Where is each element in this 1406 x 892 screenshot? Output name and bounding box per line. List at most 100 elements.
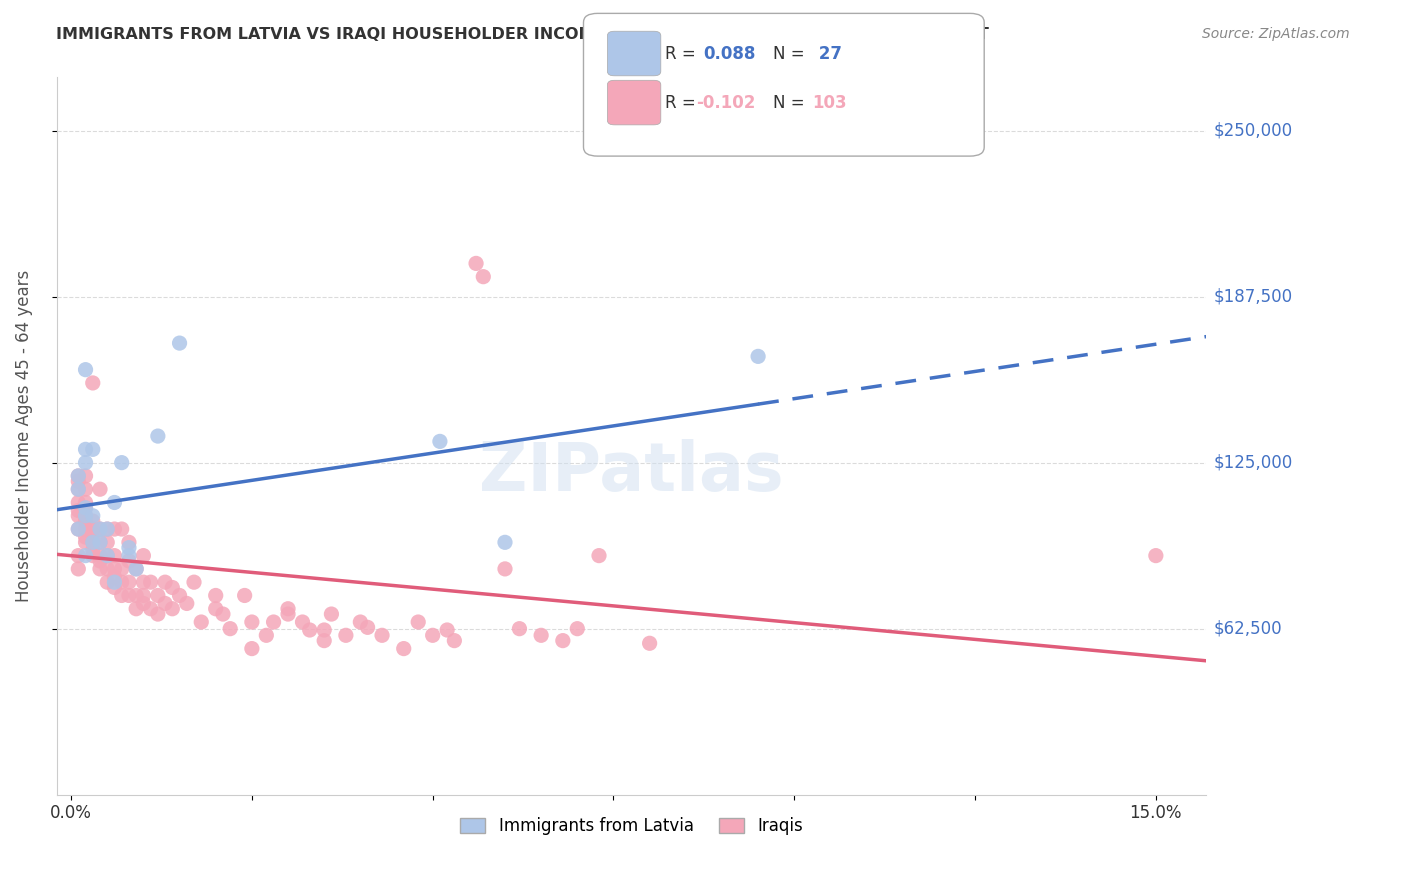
Point	[89, 482, 111, 496]
Point	[75, 522, 97, 536]
Point	[103, 581, 125, 595]
Point	[67, 562, 90, 576]
Point	[125, 562, 148, 576]
Point	[118, 589, 141, 603]
Point	[75, 362, 97, 376]
Point	[82, 543, 104, 558]
Point	[356, 620, 378, 634]
Point	[82, 514, 104, 528]
Point	[96, 575, 118, 590]
Point	[146, 429, 169, 443]
Point	[111, 562, 134, 576]
Point	[118, 549, 141, 563]
Point	[67, 508, 90, 523]
Point	[747, 350, 769, 364]
Point	[429, 434, 451, 449]
Point	[111, 589, 134, 603]
Point	[82, 535, 104, 549]
Text: $125,000: $125,000	[1213, 454, 1294, 472]
Point	[277, 607, 299, 621]
Point	[89, 522, 111, 536]
Point	[75, 508, 97, 523]
Point	[443, 633, 465, 648]
Point	[436, 623, 458, 637]
Text: IMMIGRANTS FROM LATVIA VS IRAQI HOUSEHOLDER INCOME AGES 45 - 64 YEARS CORRELATIO: IMMIGRANTS FROM LATVIA VS IRAQI HOUSEHOL…	[56, 27, 988, 42]
Text: 27: 27	[813, 45, 842, 62]
Point	[75, 549, 97, 563]
Point	[132, 575, 155, 590]
Point	[75, 508, 97, 523]
Point	[103, 575, 125, 590]
Point	[254, 628, 277, 642]
Point	[103, 570, 125, 584]
Y-axis label: Householder Income Ages 45 - 64 years: Householder Income Ages 45 - 64 years	[15, 270, 32, 602]
Point	[96, 562, 118, 576]
Point	[89, 522, 111, 536]
Point	[82, 549, 104, 563]
Point	[153, 575, 176, 590]
Point	[118, 535, 141, 549]
Point	[75, 469, 97, 483]
Text: R =: R =	[665, 45, 702, 62]
Point	[89, 535, 111, 549]
Point	[190, 615, 212, 629]
Point	[494, 535, 516, 549]
Point	[132, 549, 155, 563]
Point	[139, 601, 162, 615]
Point	[111, 522, 134, 536]
Point	[75, 500, 97, 515]
Point	[118, 541, 141, 555]
Point	[67, 522, 90, 536]
Point	[1144, 549, 1167, 563]
Point	[103, 495, 125, 509]
Point	[277, 601, 299, 615]
Point	[212, 607, 235, 621]
Point	[162, 581, 184, 595]
Point	[638, 636, 661, 650]
Point	[146, 589, 169, 603]
Point	[103, 522, 125, 536]
Point	[75, 500, 97, 515]
Point	[588, 549, 610, 563]
Point	[96, 549, 118, 563]
Point	[67, 482, 90, 496]
Point	[132, 589, 155, 603]
Point	[162, 601, 184, 615]
Point	[67, 469, 90, 483]
Point	[349, 615, 371, 629]
Point	[75, 482, 97, 496]
Point	[472, 269, 495, 284]
Point	[139, 575, 162, 590]
Point	[96, 549, 118, 563]
Text: $62,500: $62,500	[1213, 620, 1282, 638]
Point	[67, 469, 90, 483]
Text: N =: N =	[773, 45, 810, 62]
Point	[118, 575, 141, 590]
Point	[67, 549, 90, 563]
Point	[321, 607, 343, 621]
Point	[132, 596, 155, 610]
Point	[82, 522, 104, 536]
Point	[371, 628, 394, 642]
Point	[75, 535, 97, 549]
Text: 103: 103	[813, 94, 848, 112]
Point	[314, 623, 336, 637]
Point	[291, 615, 314, 629]
Point	[82, 508, 104, 523]
Point	[314, 633, 336, 648]
Legend: Immigrants from Latvia, Iraqis: Immigrants from Latvia, Iraqis	[451, 809, 811, 844]
Point	[75, 456, 97, 470]
Point	[75, 495, 97, 509]
Point	[406, 615, 429, 629]
Point	[465, 256, 488, 270]
Text: ZIPatlas: ZIPatlas	[479, 439, 785, 505]
Point	[118, 554, 141, 568]
Point	[146, 607, 169, 621]
Point	[169, 589, 191, 603]
Point	[67, 522, 90, 536]
Point	[125, 562, 148, 576]
Point	[96, 522, 118, 536]
Point	[530, 628, 553, 642]
Text: R =: R =	[665, 94, 702, 112]
Point	[82, 527, 104, 541]
